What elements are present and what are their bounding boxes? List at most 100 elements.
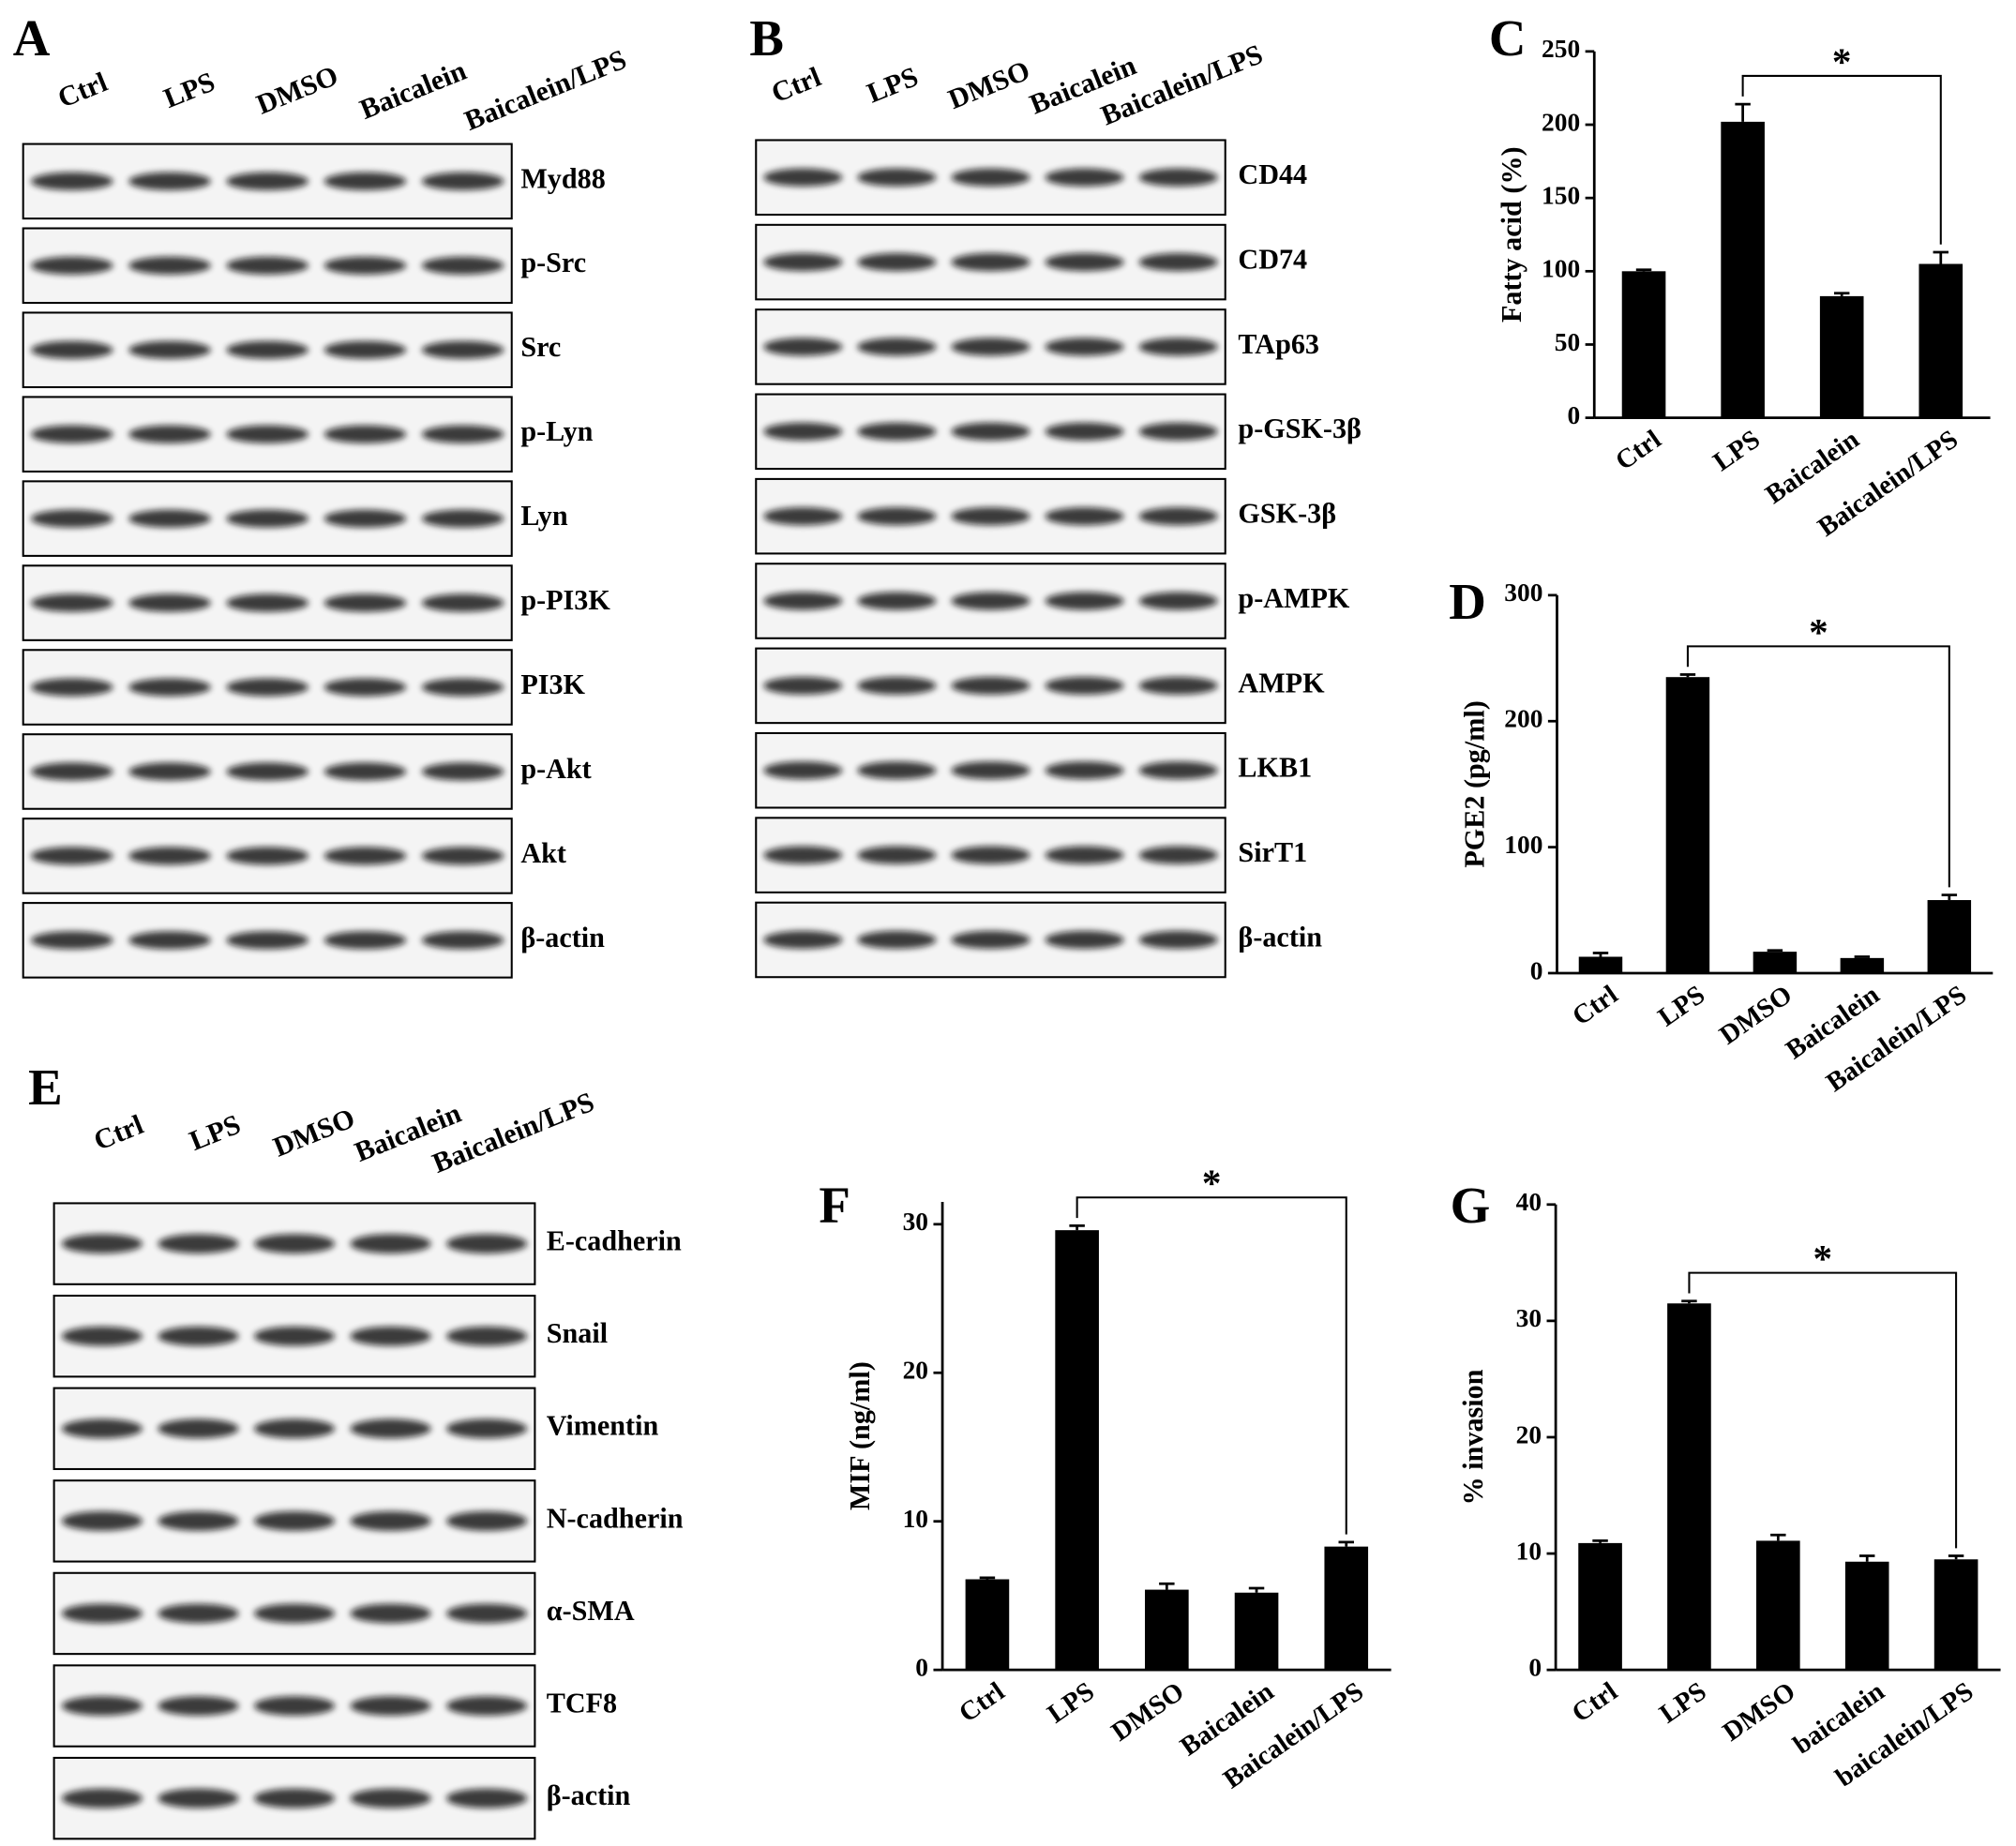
error-bar [1858,1554,1875,1562]
significance-mark: * [1809,610,1828,653]
blot-band [421,847,504,865]
blot-band [446,1418,528,1439]
blot-band [31,340,113,359]
blot-band [323,340,407,359]
blot-band [158,1603,239,1624]
protein-label: LKB1 [1238,752,1312,784]
blot-band [158,1418,239,1439]
significance-bracket [1686,645,1950,888]
blot-band [951,253,1031,272]
x-tick-label: LPS [1653,980,1711,1032]
bar [1621,271,1666,418]
error-bar [1948,1554,1964,1560]
lane-label: LPS [863,60,923,109]
bar [1927,900,1972,973]
bar [1721,121,1765,418]
blot-band [1045,422,1124,441]
y-tick-label: 0 [1528,1653,1542,1681]
blot-band [763,761,843,780]
blot-band [128,762,211,781]
blot-band [350,1788,431,1808]
blot-band [1138,930,1218,950]
blot-band [446,1511,528,1531]
error-bar [1681,1299,1697,1304]
blot-band [226,593,308,612]
blot-band [323,172,407,190]
blot-band [1045,930,1124,950]
protein-label: TAp63 [1238,328,1319,360]
y-tick-label: 200 [1542,108,1580,136]
blot-band [951,592,1031,610]
error-bar [1767,949,1783,953]
error-bar [1735,102,1751,122]
y-tick-label: 20 [1516,1420,1542,1448]
protein-label: Myd88 [520,162,605,194]
blot-band [1045,761,1124,780]
blot-band [857,168,937,187]
blot-band [128,678,211,697]
y-tick-label: 0 [1567,401,1580,429]
blot-band [253,1511,336,1531]
blot-band [61,1696,143,1716]
bar [1578,1542,1622,1671]
blot-band [226,256,308,275]
error-bar [1833,292,1850,296]
protein-label: β-actin [520,922,605,953]
blot-band [61,1511,143,1531]
bar [1578,956,1623,973]
blot-band [253,1234,336,1253]
blot-band [323,678,407,697]
blot-band [951,930,1031,950]
blot-band [421,172,504,190]
error-bar [1933,250,1949,264]
panel-label: F [819,1177,850,1234]
blot-band [763,253,843,272]
blot-band [951,761,1031,780]
error-bar [1770,1533,1786,1541]
protein-label: Akt [520,837,566,869]
y-axis-label: MIF (ng/ml) [844,1361,876,1510]
blot-band [226,509,308,528]
blot-band [253,1603,336,1624]
x-tick-label: Ctrl [954,1676,1010,1729]
protein-label: p-GSK-3β [1238,413,1362,444]
error-bar [1679,673,1696,678]
blot-band [446,1788,528,1808]
blot-band [1138,761,1218,780]
bar [1665,677,1710,973]
blot-band [31,172,113,190]
blot-band [421,593,504,612]
blot-band [446,1603,528,1624]
protein-label: CD74 [1238,244,1307,276]
blot-band [421,256,504,275]
significance-bracket [1076,1196,1347,1535]
y-tick-label: 10 [903,1505,928,1533]
x-tick-label: Ctrl [1567,1676,1623,1729]
protein-label: p-PI3K [520,584,610,616]
blot-band [857,676,937,695]
blot-band [763,338,843,356]
panel-label: E [28,1058,63,1116]
blot-band [1138,507,1218,526]
blot-band [128,847,211,865]
bar [965,1579,1010,1671]
blot-band [951,422,1031,441]
protein-label: Vimentin [547,1410,659,1442]
blot-band [323,256,407,275]
blot-band [1138,422,1218,441]
blot-band [128,593,211,612]
protein-label: AMPK [1238,667,1325,698]
blot-band [61,1234,143,1253]
blot-band [1045,592,1124,610]
significance-bracket [1688,1271,1958,1549]
blot-band [31,847,113,865]
panel-label: A [13,9,51,67]
error-bar [1069,1224,1085,1231]
blot-band [158,1696,239,1716]
blot-band [253,1788,336,1808]
y-tick-label: 100 [1504,831,1542,859]
panel-label: B [749,9,784,67]
blot-band [226,762,308,781]
blot-band [421,425,504,443]
blot-band [31,425,113,443]
